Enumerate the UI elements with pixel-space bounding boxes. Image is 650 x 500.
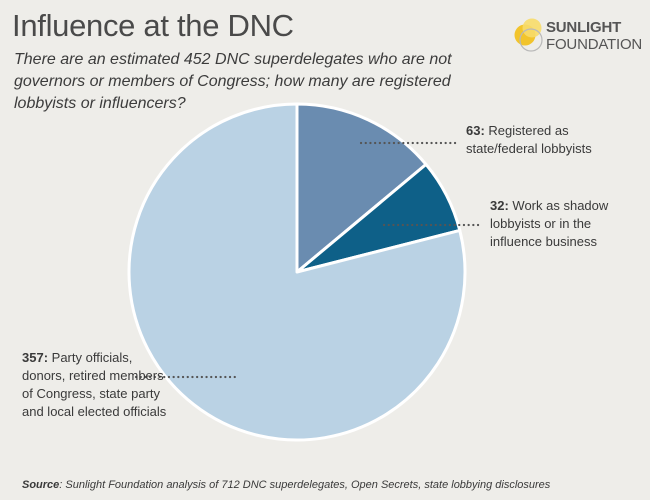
source-note: Source: Sunlight Foundation analysis of … [22,479,550,491]
chart-subtitle: There are an estimated 452 DNC superdele… [14,51,452,112]
slice-text-party: Party officials, donors, retired members… [22,350,167,419]
pie-slices [127,102,467,442]
slice-label-party: 357: Party officials, donors, retired me… [22,349,174,421]
pie-slice-party [127,102,467,442]
slice-text-lobbyists: Registered as state/federal lobbyists [466,123,592,156]
slice-value-shadow: 32: [490,198,509,213]
logo-line-1: SUNLIGHT [546,19,622,36]
slice-text-shadow: Work as shadow lobbyists or in the influ… [490,198,609,249]
slice-label-shadow: 32: Work as shadow lobbyists or in the i… [490,197,628,251]
sunlight-foundation-logo: SUNLIGHT FOUNDATION [512,14,642,58]
logo-line-2: FOUNDATION [546,36,643,53]
pie-slice-lobbyists [295,102,428,274]
logo-wordmark: SUNLIGHT FOUNDATION [546,19,642,53]
source-label: Source [22,479,60,491]
slice-value-party: 357: [22,350,49,365]
slice-value-lobbyists: 63: [466,123,485,138]
slice-label-lobbyists: 63: Registered as state/federal lobbyist… [466,122,616,158]
chart-title: Influence at the DNC [12,8,294,43]
sunlight-circles-icon [514,18,543,52]
source-text: : Sunlight Foundation analysis of 712 DN… [59,479,551,491]
